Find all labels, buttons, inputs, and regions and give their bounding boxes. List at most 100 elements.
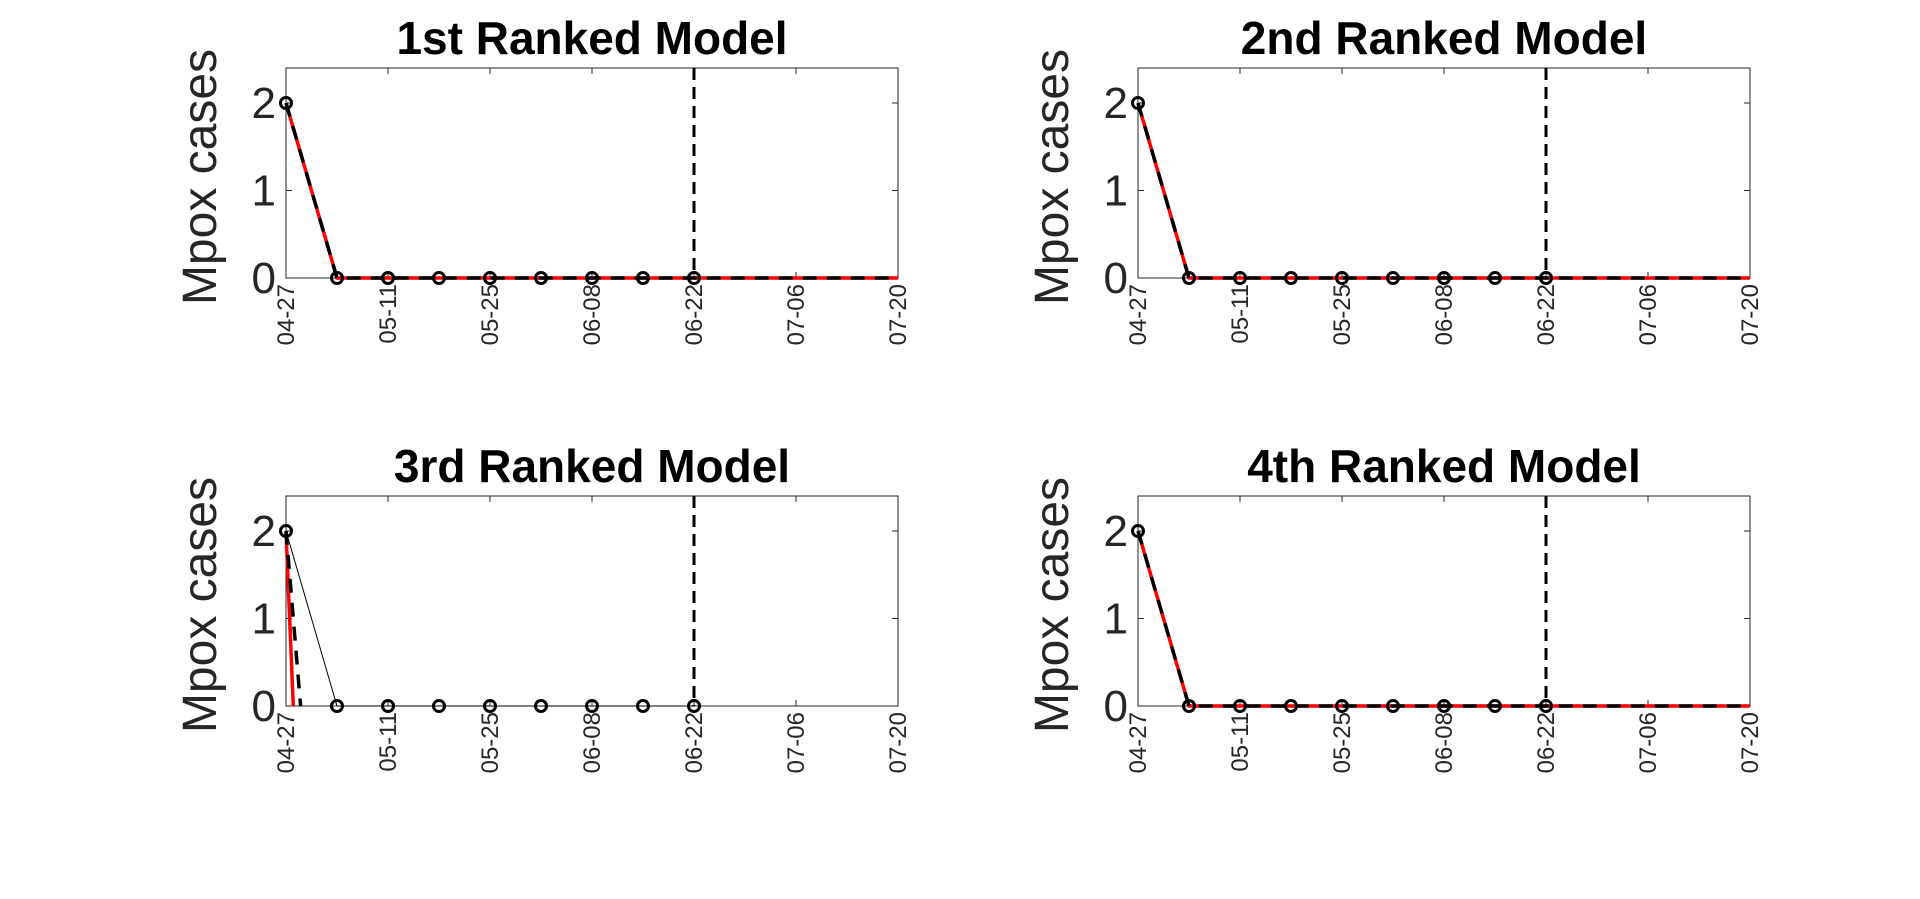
observed-line bbox=[1137, 530, 1546, 707]
observed-point bbox=[330, 271, 344, 285]
xtick-label: 07-20 bbox=[885, 284, 912, 345]
xtick-label: 06-08 bbox=[1431, 284, 1458, 345]
observed-point bbox=[432, 271, 446, 285]
ytick-label: 0 bbox=[252, 682, 276, 731]
observed-point bbox=[687, 699, 701, 713]
observed-point bbox=[585, 699, 599, 713]
observed-line bbox=[1137, 102, 1546, 279]
observed-point bbox=[1131, 524, 1145, 538]
xtick-label: 06-22 bbox=[1533, 712, 1560, 773]
xtick-label: 07-06 bbox=[783, 284, 810, 345]
ytick-label: 2 bbox=[1104, 79, 1128, 128]
xtick-label: 06-08 bbox=[579, 284, 606, 345]
xtick-label: 05-25 bbox=[477, 284, 504, 345]
observed-point bbox=[1182, 271, 1196, 285]
observed-point bbox=[1437, 699, 1451, 713]
xtick-label: 05-11 bbox=[1227, 712, 1254, 772]
observed-point bbox=[1539, 271, 1553, 285]
ytick-label: 0 bbox=[1104, 682, 1128, 731]
ytick-label: 0 bbox=[1104, 254, 1128, 303]
observed-point bbox=[1182, 699, 1196, 713]
ytick-label: 1 bbox=[1104, 167, 1128, 216]
chart-panel-2: 0 1 2 04-27 05-11 05-25 06-08 06-22 07-06 07-20 2n… bbox=[1026, 12, 1764, 345]
model-fit-line bbox=[1136, 102, 1750, 280]
xtick-label: 05-25 bbox=[1329, 284, 1356, 345]
xtick-label: 04-27 bbox=[1125, 284, 1152, 345]
axes-box bbox=[1137, 67, 1751, 279]
observed-point bbox=[1131, 96, 1145, 110]
observed-line bbox=[285, 530, 694, 707]
observed-point bbox=[1233, 699, 1247, 713]
observed-point bbox=[381, 699, 395, 713]
xtick-label: 06-08 bbox=[1431, 712, 1458, 773]
observed-point bbox=[1233, 271, 1247, 285]
ytick-label: 2 bbox=[1104, 507, 1128, 556]
xtick-label: 06-22 bbox=[681, 284, 708, 345]
observed-point bbox=[1488, 699, 1502, 713]
axes-box bbox=[1137, 495, 1751, 707]
model-fit-line bbox=[1136, 530, 1750, 708]
xtick-label: 05-25 bbox=[477, 712, 504, 773]
observed-point bbox=[534, 699, 548, 713]
xtick-label: 05-11 bbox=[375, 712, 402, 772]
observed-point bbox=[483, 271, 497, 285]
y-axis-label: Mpox cases bbox=[1026, 49, 1079, 305]
observed-point bbox=[330, 699, 344, 713]
ytick-label: 1 bbox=[252, 167, 276, 216]
chart-panel-4: 0 1 2 04-27 05-11 05-25 06-08 06-22 07-06 07-20 4t… bbox=[1026, 440, 1764, 773]
xtick-label: 07-06 bbox=[1635, 712, 1662, 773]
xtick-label: 07-06 bbox=[783, 712, 810, 773]
y-axis-label: Mpox cases bbox=[1026, 477, 1079, 733]
observed-point bbox=[432, 699, 446, 713]
observed-line bbox=[285, 102, 694, 279]
ytick-label: 2 bbox=[252, 79, 276, 128]
model-fit-line bbox=[284, 102, 898, 280]
model-fit-dashed-line bbox=[284, 530, 303, 707]
xtick-label: 06-22 bbox=[1533, 284, 1560, 345]
ytick-label: 1 bbox=[252, 595, 276, 644]
axes-box bbox=[285, 495, 899, 707]
xtick-label: 07-20 bbox=[1737, 284, 1764, 345]
xtick-label: 04-27 bbox=[273, 712, 300, 773]
model-fit-dashed-line bbox=[1136, 530, 1750, 708]
y-axis-label: Mpox cases bbox=[174, 477, 227, 733]
xtick-label: 07-20 bbox=[885, 712, 912, 773]
observed-point bbox=[1437, 271, 1451, 285]
xtick-label: 04-27 bbox=[1125, 712, 1152, 773]
y-axis-label: Mpox cases bbox=[174, 49, 227, 305]
xtick-label: 04-27 bbox=[273, 284, 300, 345]
observed-point bbox=[1386, 271, 1400, 285]
observed-point bbox=[483, 699, 497, 713]
observed-point bbox=[1284, 699, 1298, 713]
observed-point bbox=[636, 271, 650, 285]
observed-point bbox=[1284, 271, 1298, 285]
observed-point bbox=[636, 699, 650, 713]
chart-panel-1: 0 1 2 04-27 05-11 05-25 06-08 06-22 07-06 07-20 1s… bbox=[174, 12, 912, 345]
xtick-label: 07-06 bbox=[1635, 284, 1662, 345]
observed-point bbox=[1335, 699, 1349, 713]
xtick-label: 06-08 bbox=[579, 712, 606, 773]
chart-title: 2nd Ranked Model bbox=[1241, 12, 1647, 64]
model-fit-dashed-line bbox=[284, 102, 898, 280]
observed-point bbox=[279, 524, 293, 538]
observed-point bbox=[1335, 271, 1349, 285]
observed-point bbox=[687, 271, 701, 285]
xtick-label: 06-22 bbox=[681, 712, 708, 773]
chart-title: 3rd Ranked Model bbox=[394, 440, 790, 492]
xtick-label: 05-25 bbox=[1329, 712, 1356, 773]
observed-point bbox=[279, 96, 293, 110]
xtick-label: 07-20 bbox=[1737, 712, 1764, 773]
chart-title: 1st Ranked Model bbox=[396, 12, 787, 64]
xtick-label: 05-11 bbox=[1227, 284, 1254, 344]
observed-point bbox=[534, 271, 548, 285]
chart-panel-3: 0 1 2 04-27 05-11 05-25 06-08 06-22 07-06 07-20 3r… bbox=[174, 440, 912, 773]
xtick-label: 05-11 bbox=[375, 284, 402, 344]
axes-box bbox=[285, 67, 899, 279]
observed-point bbox=[1386, 699, 1400, 713]
observed-point bbox=[381, 271, 395, 285]
observed-point bbox=[1539, 699, 1553, 713]
model-fit-dashed-line bbox=[1136, 102, 1750, 280]
ytick-label: 0 bbox=[252, 254, 276, 303]
ytick-label: 1 bbox=[1104, 595, 1128, 644]
